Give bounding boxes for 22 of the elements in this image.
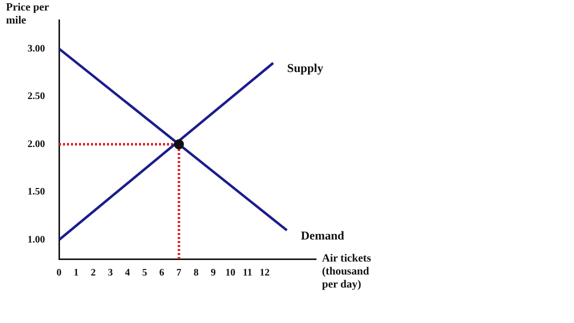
x-axis-title: Air tickets (thousand per day) (322, 252, 372, 290)
x-tick-label: 10 (225, 268, 236, 279)
y-tick-label: 1.00 (28, 234, 45, 246)
x-tick-label: 9 (210, 268, 216, 279)
x-tick-label: 8 (194, 268, 199, 279)
x-tick-label: 4 (125, 268, 130, 279)
series-label: Demand (300, 228, 345, 242)
x-tick-label: 0 (56, 268, 62, 279)
y-tick-label: 2.50 (28, 91, 45, 102)
x-tick-label: 6 (159, 268, 164, 279)
x-tick-label: 11 (242, 268, 252, 279)
series-label: Supply (287, 61, 324, 76)
x-tick-label: 12 (260, 268, 270, 279)
y-tick-label: 1.50 (28, 186, 45, 198)
y-tick-label: 2.00 (28, 138, 45, 150)
x-tick-label: 2 (90, 268, 96, 279)
y-axis-title: Price per mile (6, 1, 50, 26)
x-tick-label: 5 (142, 268, 148, 279)
y-tick-label: 3.00 (28, 43, 45, 54)
x-tick-label: 1 (74, 268, 79, 279)
x-tick-label: 3 (108, 268, 113, 279)
x-tick-label: 7 (176, 268, 182, 279)
